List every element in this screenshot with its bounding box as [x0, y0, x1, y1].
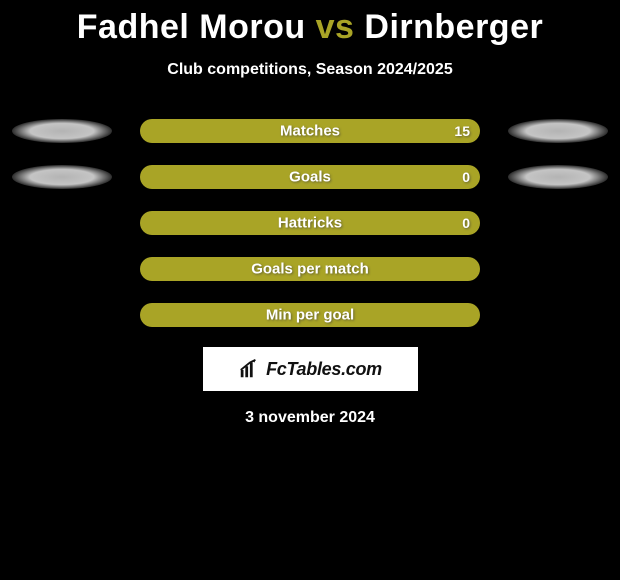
stat-bar: Goals per match [140, 257, 480, 281]
player-shadow-right [508, 165, 608, 189]
stat-row: Min per goal [0, 303, 620, 327]
title-vs: vs [316, 8, 355, 46]
stat-bar-track [140, 303, 480, 327]
page-title: Fadhel Morou vs Dirnberger [77, 8, 543, 47]
stats-chart: Matches15 Goals0 Hattricks0 Goals per match… [0, 119, 620, 327]
stat-bar: Min per goal [140, 303, 480, 327]
title-player1: Fadhel Morou [77, 8, 306, 46]
stat-bar-track [140, 165, 480, 189]
stat-bar: Matches15 [140, 119, 480, 143]
stat-row: Matches15 [0, 119, 620, 143]
stat-row: Goals per match [0, 257, 620, 281]
player-shadow-left [12, 119, 112, 143]
subtitle: Club competitions, Season 2024/2025 [167, 61, 452, 79]
stat-bar-track [140, 119, 480, 143]
stat-bar-track [140, 211, 480, 235]
source-badge: FcTables.com [203, 347, 418, 391]
date-label: 3 november 2024 [245, 409, 375, 427]
stat-row: Hattricks0 [0, 211, 620, 235]
comparison-card: Fadhel Morou vs Dirnberger Club competit… [0, 0, 620, 580]
player-shadow-right [508, 119, 608, 143]
source-badge-text: FcTables.com [266, 359, 382, 380]
player-shadow-left [12, 165, 112, 189]
title-player2: Dirnberger [364, 8, 543, 46]
stat-row: Goals0 [0, 165, 620, 189]
stat-bar-track [140, 257, 480, 281]
stat-bar: Hattricks0 [140, 211, 480, 235]
bar-chart-icon [238, 358, 260, 380]
stat-bar: Goals0 [140, 165, 480, 189]
